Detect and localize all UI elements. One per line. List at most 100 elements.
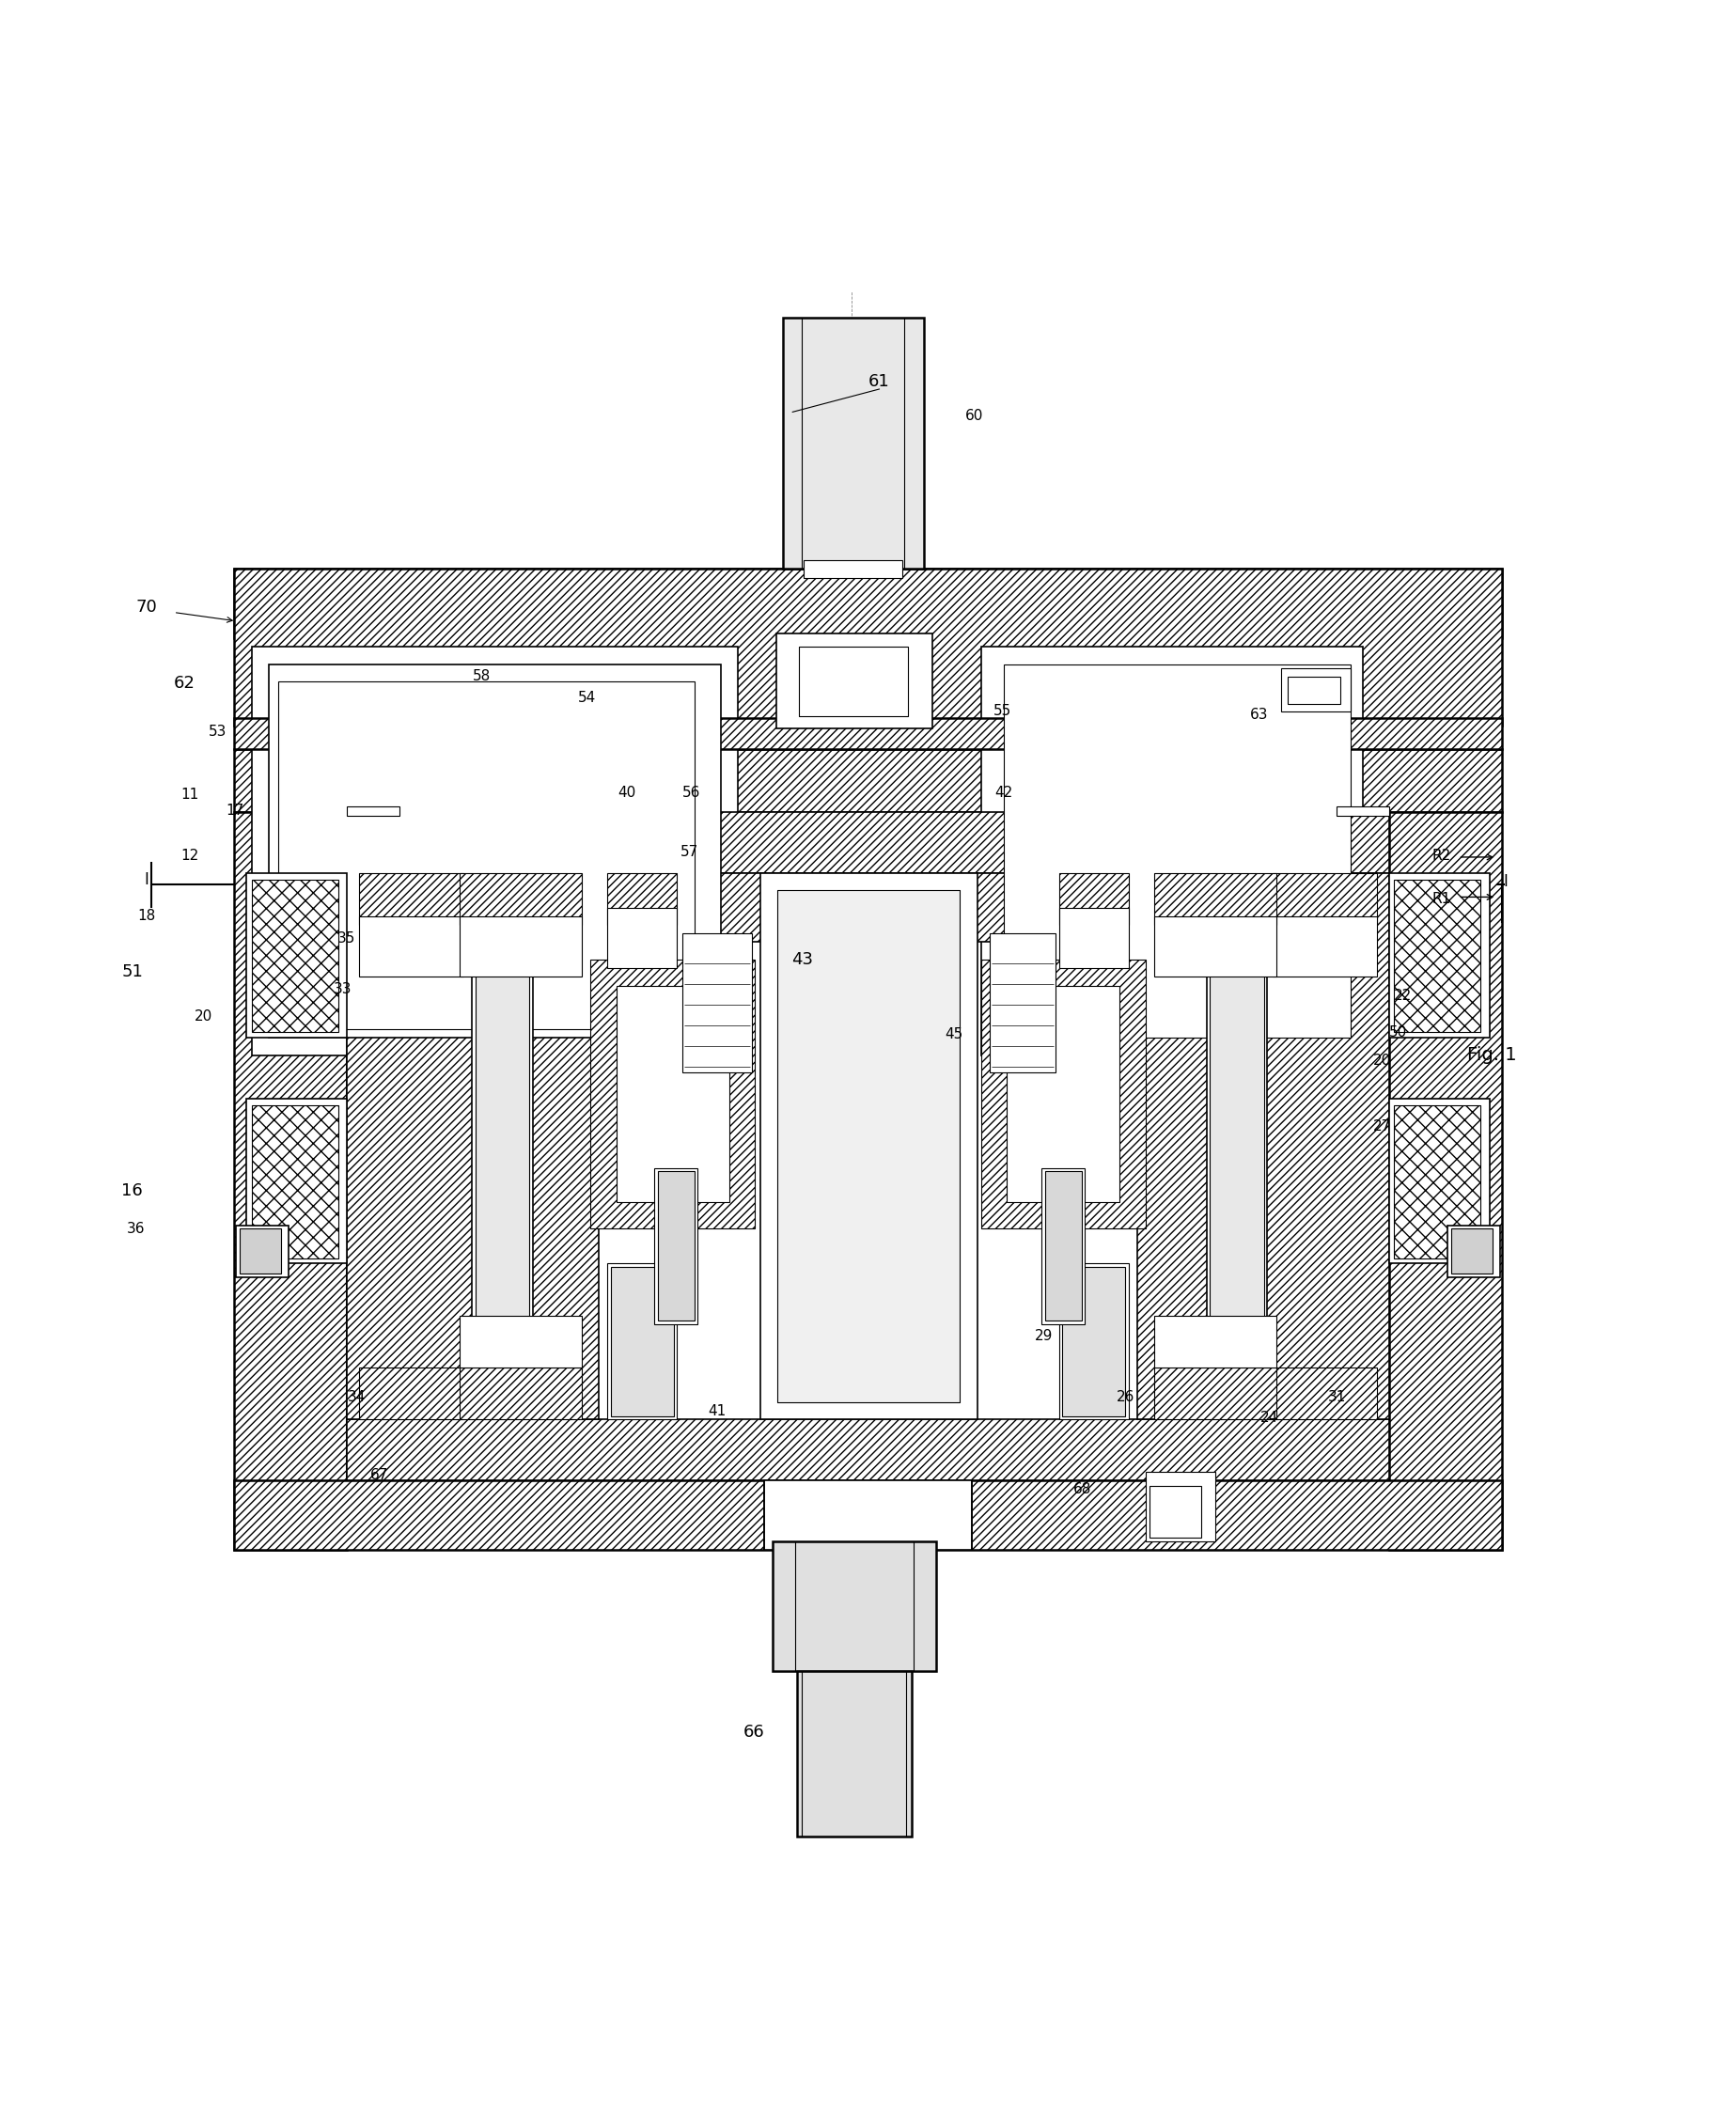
Bar	[682, 933, 752, 1072]
Bar	[776, 633, 932, 728]
Bar	[1389, 812, 1502, 1549]
Text: 54: 54	[578, 690, 595, 705]
Bar	[1337, 806, 1389, 814]
Bar	[1154, 1367, 1276, 1420]
Bar	[1272, 874, 1377, 924]
Bar	[1389, 1099, 1489, 1264]
Bar	[1154, 916, 1276, 977]
Text: 16: 16	[122, 1182, 142, 1198]
Bar	[1149, 1485, 1201, 1538]
Bar	[460, 874, 582, 924]
Bar	[460, 916, 582, 977]
Text: 40: 40	[618, 785, 635, 800]
Bar	[1267, 812, 1389, 1481]
Text: 20: 20	[1373, 1053, 1391, 1068]
Bar	[1451, 1228, 1493, 1274]
Bar	[460, 1315, 582, 1367]
Bar	[234, 749, 1502, 812]
Text: 31: 31	[1328, 1390, 1345, 1403]
Text: 66: 66	[743, 1724, 764, 1741]
Bar	[797, 1671, 911, 1836]
Bar	[347, 806, 399, 814]
Bar	[1281, 669, 1351, 711]
Bar	[590, 960, 755, 1228]
Text: 17: 17	[226, 804, 243, 817]
Bar	[1272, 1367, 1377, 1420]
Text: 36: 36	[127, 1222, 146, 1236]
Text: 27: 27	[1373, 1118, 1391, 1133]
Text: I: I	[1503, 874, 1509, 890]
Bar	[1288, 677, 1340, 705]
Bar	[599, 874, 1137, 943]
Bar	[359, 874, 464, 924]
Bar	[236, 1226, 288, 1277]
Bar	[804, 561, 903, 578]
Bar	[347, 812, 469, 1481]
Bar	[1394, 880, 1481, 1032]
Bar	[981, 960, 1146, 1228]
Text: 12: 12	[181, 848, 198, 863]
Text: 41: 41	[708, 1403, 726, 1418]
Bar	[799, 648, 908, 717]
Bar	[783, 316, 924, 570]
Text: 42: 42	[995, 785, 1012, 800]
Bar	[234, 1481, 1502, 1549]
Bar	[234, 717, 1502, 749]
Bar	[611, 1266, 674, 1416]
Bar	[247, 874, 347, 1038]
Bar	[1059, 874, 1128, 924]
Bar	[1210, 903, 1264, 1407]
Bar	[1272, 916, 1377, 977]
Bar	[234, 812, 347, 1549]
Text: 63: 63	[1250, 707, 1269, 722]
Bar	[278, 682, 694, 1030]
Bar	[347, 874, 599, 1420]
Bar	[234, 570, 1502, 639]
Text: 22: 22	[1394, 990, 1411, 1002]
Bar	[472, 899, 533, 1412]
Text: 55: 55	[993, 705, 1010, 717]
Bar	[347, 1420, 1389, 1481]
Text: 34: 34	[347, 1390, 365, 1403]
Bar	[252, 880, 339, 1032]
Bar	[981, 648, 1363, 1055]
Bar	[1448, 1226, 1500, 1277]
Text: 33: 33	[333, 981, 352, 996]
Bar	[608, 1264, 677, 1420]
Text: 56: 56	[682, 785, 700, 800]
Bar	[240, 1228, 281, 1274]
Bar	[608, 874, 677, 924]
Bar	[252, 648, 738, 1055]
Text: 58: 58	[472, 669, 490, 684]
Bar	[990, 933, 1055, 1072]
Text: 43: 43	[792, 952, 812, 968]
Text: R1: R1	[1432, 893, 1451, 905]
Text: 57: 57	[681, 844, 698, 859]
Text: 60: 60	[965, 409, 983, 424]
Bar	[347, 812, 1389, 874]
Bar	[654, 1167, 698, 1325]
Bar	[1042, 1167, 1085, 1325]
Text: 45: 45	[944, 1028, 962, 1040]
Text: 53: 53	[208, 726, 226, 738]
Text: 24: 24	[1260, 1412, 1278, 1424]
Bar	[1062, 1266, 1125, 1416]
Text: 29: 29	[1035, 1329, 1052, 1344]
Bar	[1154, 1315, 1276, 1367]
Text: 62: 62	[174, 675, 194, 692]
Text: 18: 18	[137, 909, 155, 924]
Bar	[764, 1481, 972, 1549]
Bar	[1059, 907, 1128, 968]
Bar	[1146, 1471, 1215, 1540]
Bar	[1059, 1264, 1128, 1420]
Text: 11: 11	[181, 787, 198, 802]
Bar	[1007, 985, 1120, 1203]
Bar	[773, 1540, 936, 1671]
Bar	[1003, 665, 1351, 1038]
Text: 35: 35	[337, 933, 354, 945]
Bar	[1207, 899, 1267, 1412]
Text: 70: 70	[135, 599, 156, 616]
Bar	[1137, 874, 1389, 1420]
Bar	[1045, 1171, 1082, 1321]
Text: Fig. 1: Fig. 1	[1467, 1047, 1516, 1063]
